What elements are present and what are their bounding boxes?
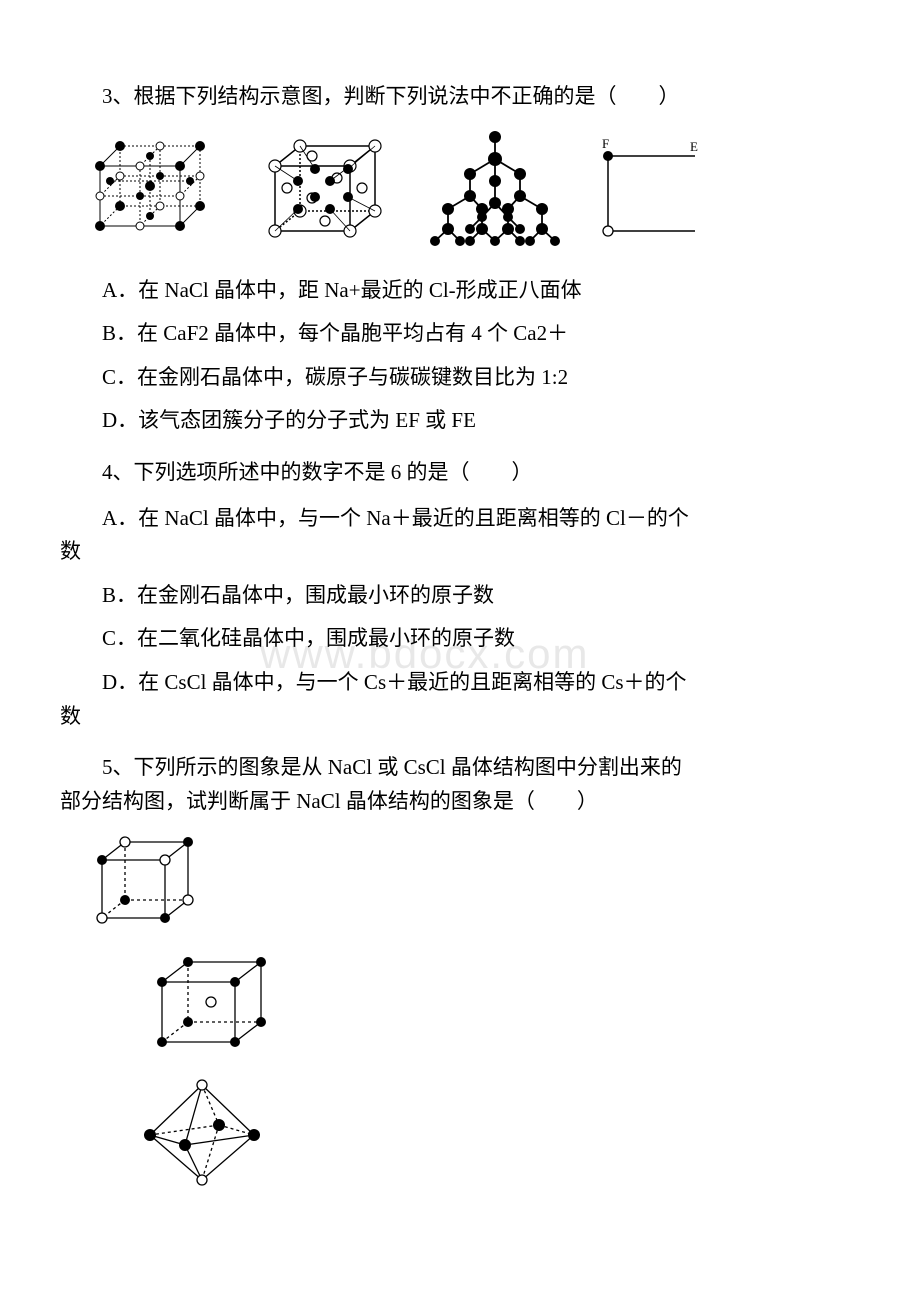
- q3-optC: C．在金刚石晶体中，碳原子与碳碳键数目比为 1:2: [60, 361, 860, 395]
- q5-diagrams: [90, 830, 860, 1190]
- caf2-diagram: [260, 131, 390, 251]
- q5-octahedron: [135, 1075, 860, 1190]
- label-f: F: [602, 136, 609, 151]
- q4-optB: B．在金刚石晶体中，围成最小环的原子数: [60, 579, 860, 613]
- q5-text-line1: 5、下列所示的图象是从 NaCl 或 CsCl 晶体结构图中分割出来的: [60, 751, 860, 785]
- q5-text-line2: 部分结构图，试判断属于 NaCl 晶体结构的图象是（ ）: [60, 785, 860, 819]
- question-5: 5、下列所示的图象是从 NaCl 或 CsCl 晶体结构图中分割出来的 部分结构…: [60, 751, 860, 1190]
- nacl-diagram: [90, 131, 230, 251]
- ef-cluster-diagram: F E: [600, 136, 700, 246]
- q3-optB: B．在 CaF2 晶体中，每个晶胞平均占有 4 个 Ca2＋: [60, 317, 860, 351]
- question-4: 4、下列选项所述中的数字不是 6 的是（ ） A．在 NaCl 晶体中，与一个 …: [60, 456, 860, 733]
- q5-cube-b: [150, 950, 860, 1055]
- q3-text: 3、根据下列结构示意图，判断下列说法中不正确的是（ ）: [60, 80, 860, 114]
- q4-optC: C．在二氧化硅晶体中，围成最小环的原子数: [60, 622, 860, 656]
- question-3: 3、根据下列结构示意图，判断下列说法中不正确的是（ ）: [60, 80, 860, 438]
- q3-optD: D．该气态团簇分子的分子式为 EF 或 FE: [60, 404, 860, 438]
- q4-optA: A．在 NaCl 晶体中，与一个 Na＋最近的且距离相等的 Cl－的个 数: [60, 502, 860, 569]
- q3-optA: A．在 NaCl 晶体中，距 Na+最近的 Cl-形成正八面体: [60, 274, 860, 308]
- q3-diagrams: F E: [60, 129, 860, 254]
- q4-optD: D．在 CsCl 晶体中，与一个 Cs＋最近的且距离相等的 Cs＋的个 数: [60, 666, 860, 733]
- q5-cube-a: [90, 830, 860, 930]
- q4-text: 4、下列选项所述中的数字不是 6 的是（ ）: [60, 456, 860, 490]
- diamond-diagram: [420, 129, 570, 254]
- label-e: E: [690, 139, 698, 154]
